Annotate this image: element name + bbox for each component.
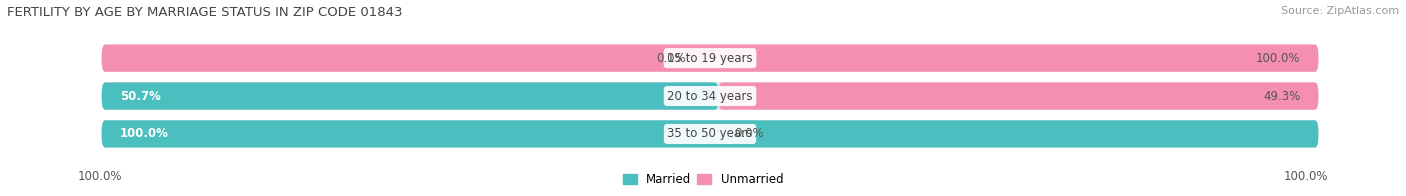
Text: 100.0%: 100.0%: [1284, 170, 1329, 183]
Text: 15 to 19 years: 15 to 19 years: [668, 52, 752, 65]
Text: 100.0%: 100.0%: [77, 170, 122, 183]
FancyBboxPatch shape: [718, 82, 1319, 110]
FancyBboxPatch shape: [101, 120, 1319, 148]
Text: Source: ZipAtlas.com: Source: ZipAtlas.com: [1281, 6, 1399, 16]
Text: FERTILITY BY AGE BY MARRIAGE STATUS IN ZIP CODE 01843: FERTILITY BY AGE BY MARRIAGE STATUS IN Z…: [7, 6, 402, 19]
Text: 0.0%: 0.0%: [657, 52, 686, 65]
Text: 100.0%: 100.0%: [120, 127, 169, 140]
Text: 35 to 50 years: 35 to 50 years: [668, 127, 752, 140]
Text: 49.3%: 49.3%: [1263, 90, 1301, 103]
FancyBboxPatch shape: [101, 44, 1319, 72]
Legend: Married, Unmarried: Married, Unmarried: [623, 173, 783, 186]
FancyBboxPatch shape: [101, 82, 1319, 110]
Text: 0.0%: 0.0%: [734, 127, 763, 140]
FancyBboxPatch shape: [101, 120, 1319, 148]
Text: 50.7%: 50.7%: [120, 90, 160, 103]
Text: 20 to 34 years: 20 to 34 years: [668, 90, 752, 103]
FancyBboxPatch shape: [101, 82, 718, 110]
Text: 100.0%: 100.0%: [1256, 52, 1301, 65]
FancyBboxPatch shape: [101, 44, 1319, 72]
